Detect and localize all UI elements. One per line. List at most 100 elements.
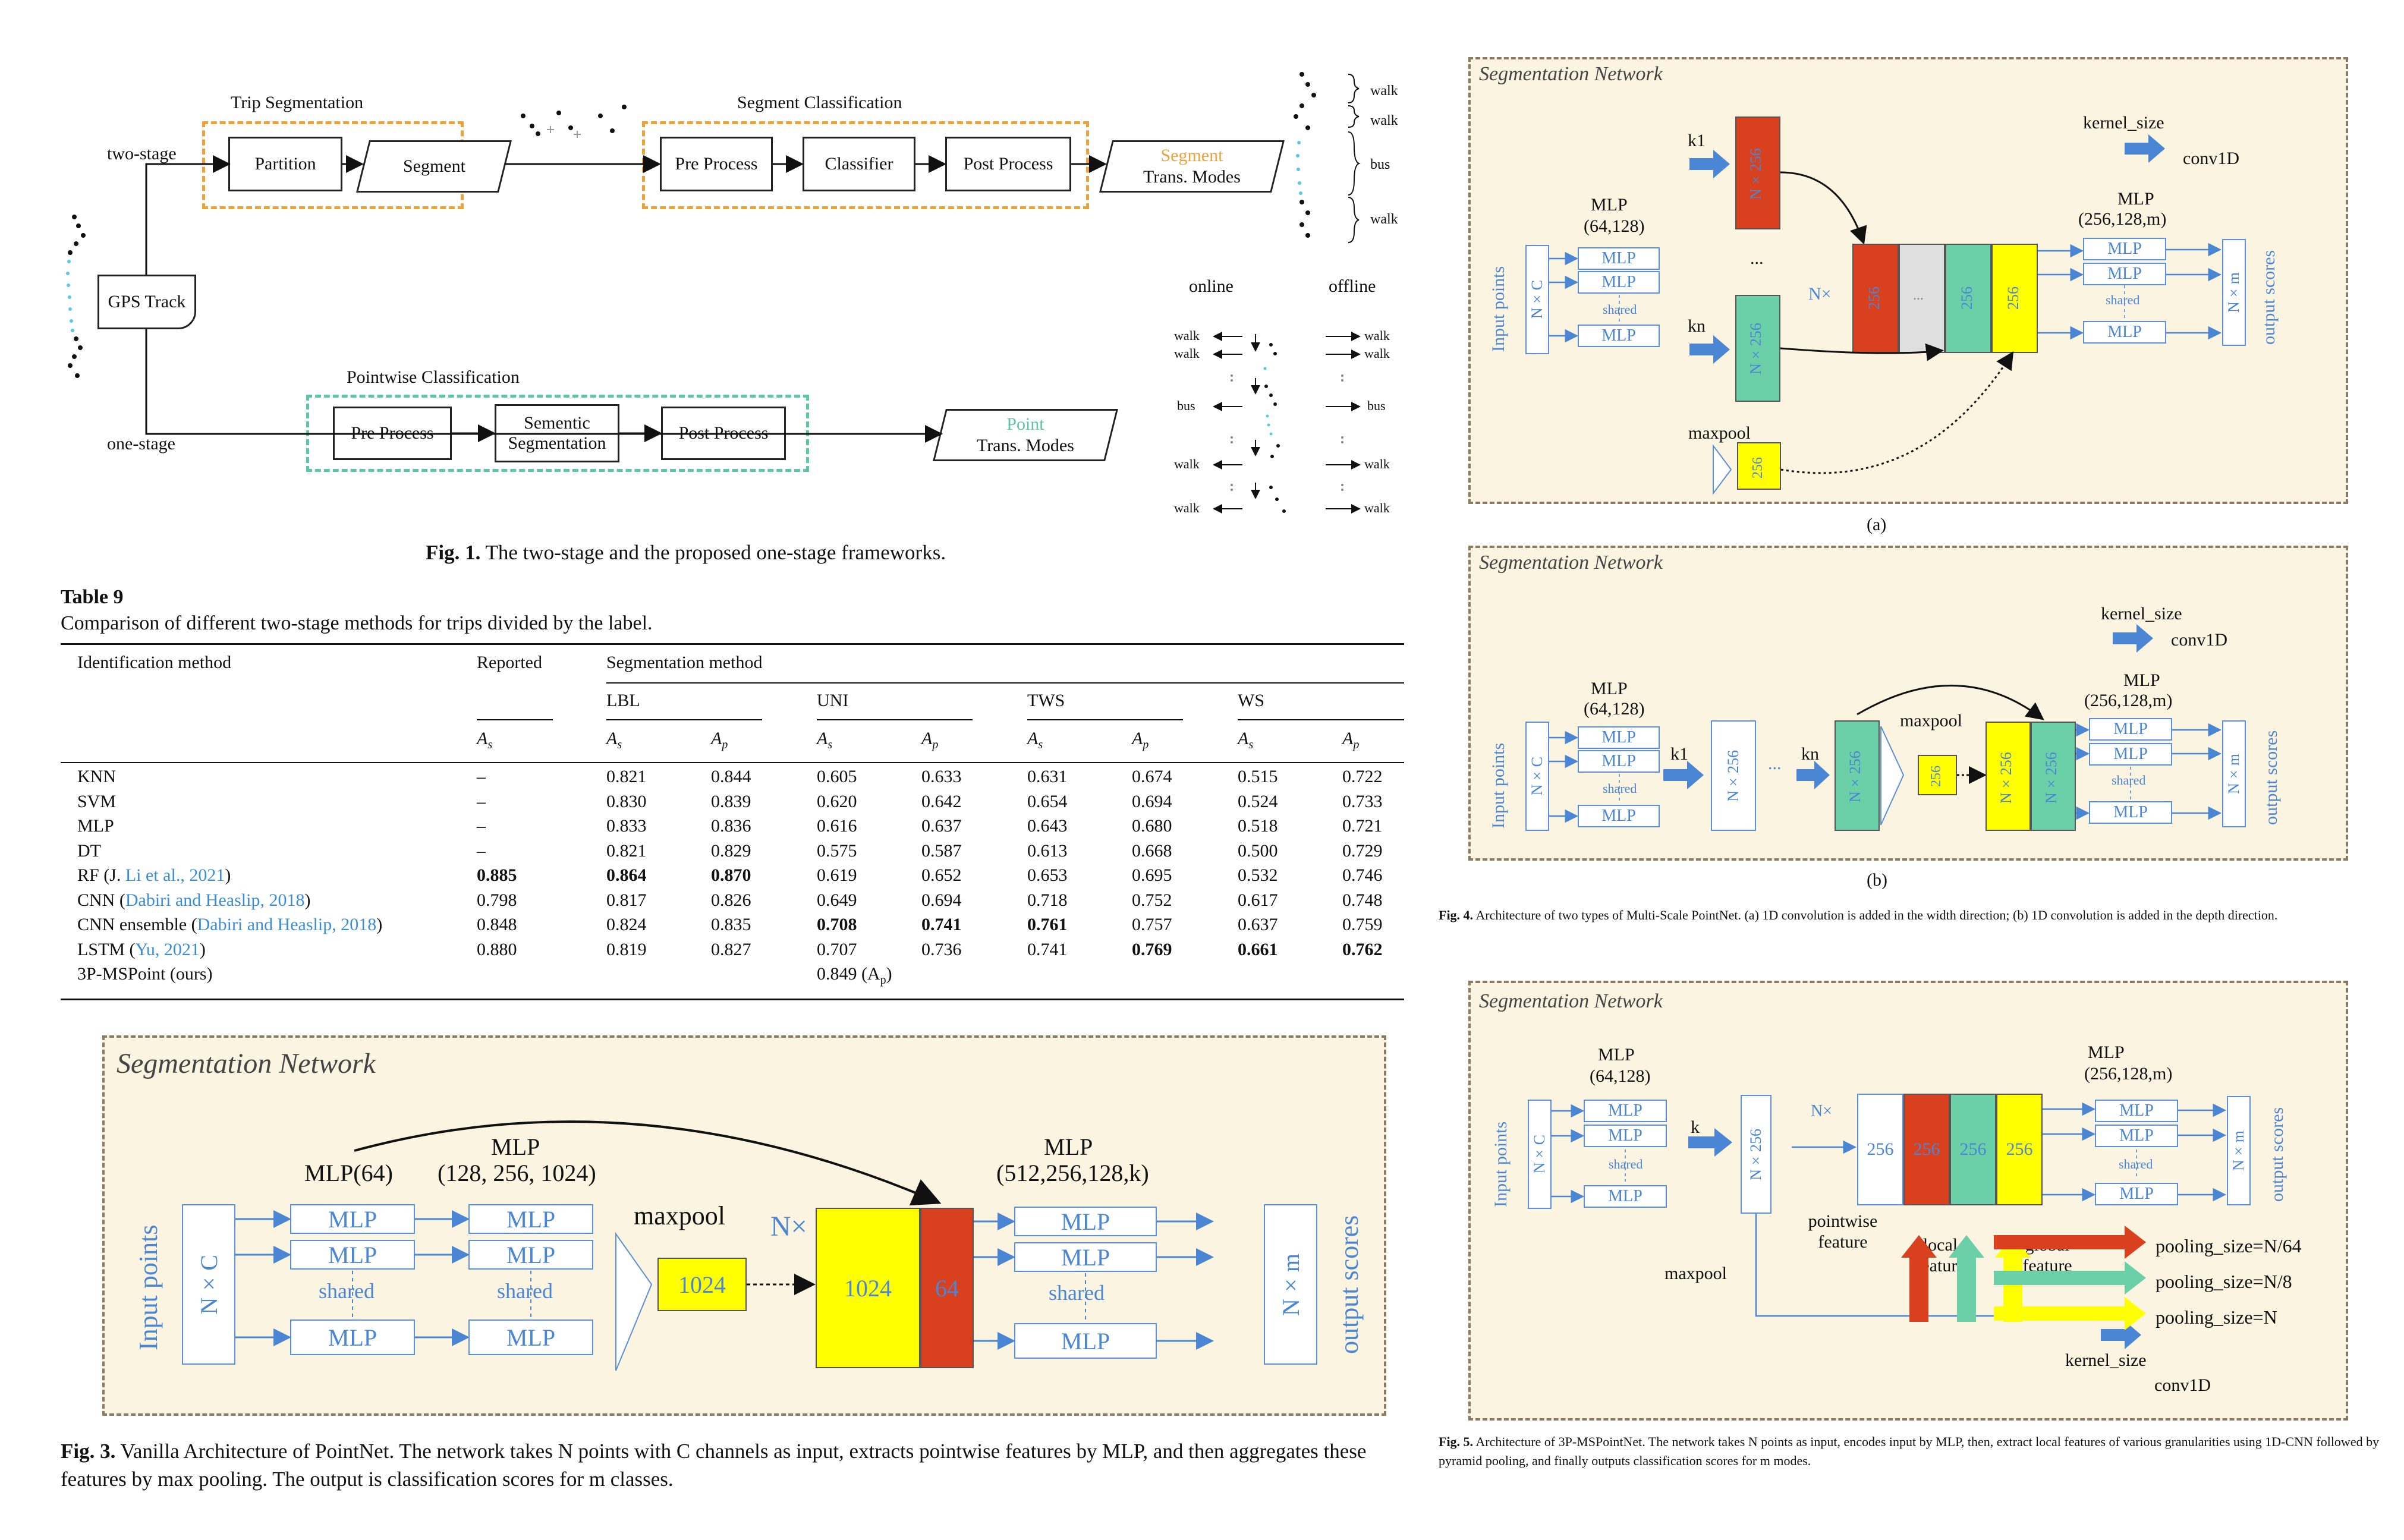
fig4b-input-box: N×C <box>1525 722 1549 831</box>
fig4a-mlp-r2: MLP <box>2083 263 2166 285</box>
sub-header-a: A <box>711 729 722 748</box>
sub-header-subscript: s <box>827 738 833 751</box>
fig3-mlp-right: (512,256,128,k) <box>996 1160 1149 1186</box>
citation-link[interactable]: Dabiri and Heaslip, 2018 <box>125 890 305 910</box>
right-label-4: walk <box>1370 212 1398 227</box>
table-cell: 0.821 <box>606 767 647 786</box>
method-name: SVM <box>77 791 117 811</box>
table-cell: 0.694 <box>1132 791 1172 811</box>
table-cell: 0.729 <box>1342 840 1383 861</box>
citation-link[interactable]: Yu, 2021 <box>135 939 200 959</box>
citation-link[interactable]: Li et al., 2021 <box>125 865 225 885</box>
fig5-mlp-label: MLP <box>1598 1045 1635 1065</box>
table-row-name: MLP <box>77 816 114 836</box>
sub-header-a: A <box>817 729 828 748</box>
table-cell: 0.532 <box>1238 865 1278 885</box>
reported-value: – <box>477 816 486 836</box>
fig4a-feat-1: 256 <box>1852 244 1899 353</box>
table9-caption: Comparison of different two-stage method… <box>61 612 653 634</box>
fig3-input-box: N×C <box>182 1204 235 1365</box>
fig4a-mlp-3: MLP <box>1578 325 1660 347</box>
table-row-name: CNN (Dabiri and Heaslip, 2018) <box>77 890 310 911</box>
table-cell: 0.637 <box>1238 915 1278 934</box>
table-cell: 0.617 <box>1238 890 1278 910</box>
table-row-name: KNN <box>77 767 116 787</box>
fig4b-maxpool-block: 256 <box>1918 755 1957 795</box>
sub-header-cell: Ap <box>921 729 938 752</box>
method-name-tail: ) <box>304 890 311 910</box>
method-name-tail: ) <box>225 865 231 885</box>
fig4-caption-text: Architecture of two types of Multi-Scale… <box>1475 908 2278 922</box>
fig4a-kdots: ... <box>1750 248 1764 268</box>
one-stage-label: one-stage <box>107 434 175 454</box>
col-reported: Reported <box>477 653 542 672</box>
table-cell: 0.819 <box>606 939 647 959</box>
table-cell: 0.836 <box>711 816 751 836</box>
table-cell: 0.721 <box>1342 816 1383 836</box>
table-cell: 0.674 <box>1132 767 1172 786</box>
table-cell: 0.649 <box>817 890 857 910</box>
online-label-2: walk <box>1174 346 1200 361</box>
table-cell: 0.821 <box>606 840 647 861</box>
ours-value-subscript: p <box>880 974 886 987</box>
fig4a-mlp-params: (64,128) <box>1584 216 1645 236</box>
fig4a-feat-2: 256 <box>1945 244 1991 353</box>
fig3-mlp-a3: MLP <box>290 1319 415 1355</box>
table-cell: 0.752 <box>1132 890 1172 910</box>
table-cell: 0.870 <box>711 865 751 885</box>
fig4a-mlp-label: MLP <box>1591 195 1628 215</box>
fig5-input-box: N×C <box>1528 1100 1552 1209</box>
table-cell: 0.500 <box>1238 840 1278 861</box>
sub-header-subscript: p <box>932 738 939 751</box>
fig3-title: Segmentation Network <box>117 1048 376 1079</box>
right-label-1: walk <box>1370 83 1398 99</box>
reported-value: 0.880 <box>477 939 517 959</box>
fig4b-output-box: N×m <box>2222 720 2246 827</box>
fig3-mlp-a2: MLP <box>290 1240 415 1270</box>
fig5-mlp-r2: MLP <box>2095 1125 2178 1147</box>
offline-label-2: walk <box>1364 346 1390 361</box>
seg-rule <box>606 682 1404 684</box>
fig1-caption-text: The two-stage and the proposed one-stage… <box>485 541 946 564</box>
rep-rule <box>477 719 553 720</box>
fig5-mlp-2: MLP <box>1584 1125 1667 1147</box>
fig3-mlp-mid: (128, 256, 1024) <box>438 1160 596 1186</box>
fig4a-k1: k1 <box>1688 131 1706 150</box>
uni-rule <box>817 719 973 720</box>
table-cell: 0.762 <box>1342 939 1383 959</box>
sub-header-subscript: p <box>1353 738 1360 751</box>
table-cell: 0.620 <box>817 791 857 811</box>
fig3-nx: N× <box>770 1211 807 1242</box>
online-label-1: walk <box>1174 328 1200 343</box>
pointwise-classification-label: Pointwise Classification <box>347 367 520 387</box>
group-tws: TWS <box>1027 691 1065 710</box>
fig5-mlp-right-label: MLP <box>2088 1043 2125 1062</box>
segment-classification-label: Segment Classification <box>737 93 902 112</box>
method-name: DT <box>77 840 101 861</box>
fig4b-mlp-params: (64,128) <box>1584 699 1645 719</box>
table-row-name: DT <box>77 841 101 861</box>
table-cell: 0.817 <box>606 890 647 910</box>
fig1-caption: Fig. 1. The two-stage and the proposed o… <box>426 538 946 566</box>
fig4b-mlp-right-label: MLP <box>2123 670 2160 690</box>
fig3-shared-a: shared <box>319 1279 375 1303</box>
table-cell: 0.633 <box>921 767 962 786</box>
fig4a-feat-dots-label: ... <box>1913 288 1924 303</box>
fig3-mlp-right-head: MLP <box>1044 1133 1093 1160</box>
fig4b-connectors <box>1549 624 2222 826</box>
table-top-rule <box>61 643 1404 645</box>
sub-header-cell: As <box>1027 729 1043 752</box>
table-cell: 0.839 <box>711 791 751 811</box>
table-cell: 0.575 <box>817 840 857 861</box>
sub-header-cell: Ap <box>1132 729 1148 752</box>
citation-link[interactable]: Dabiri and Heaslip, 2018 <box>197 915 377 934</box>
fig5-mlp-r1: MLP <box>2095 1100 2178 1122</box>
ours-value-text: 0.849 (A <box>817 964 880 984</box>
table-cell: 0.616 <box>817 816 857 836</box>
fig4a-mlp-right-params: (256,128,m) <box>2078 209 2167 229</box>
fig3-mlp-b3: MLP <box>468 1319 593 1355</box>
sub-header-subscript: s <box>1248 738 1254 751</box>
tws-rule <box>1027 719 1183 720</box>
fig5-shared-2: shared <box>2119 1157 2153 1171</box>
fig3-caption: Fig. 3. Vanilla Architecture of PointNet… <box>61 1437 1386 1494</box>
